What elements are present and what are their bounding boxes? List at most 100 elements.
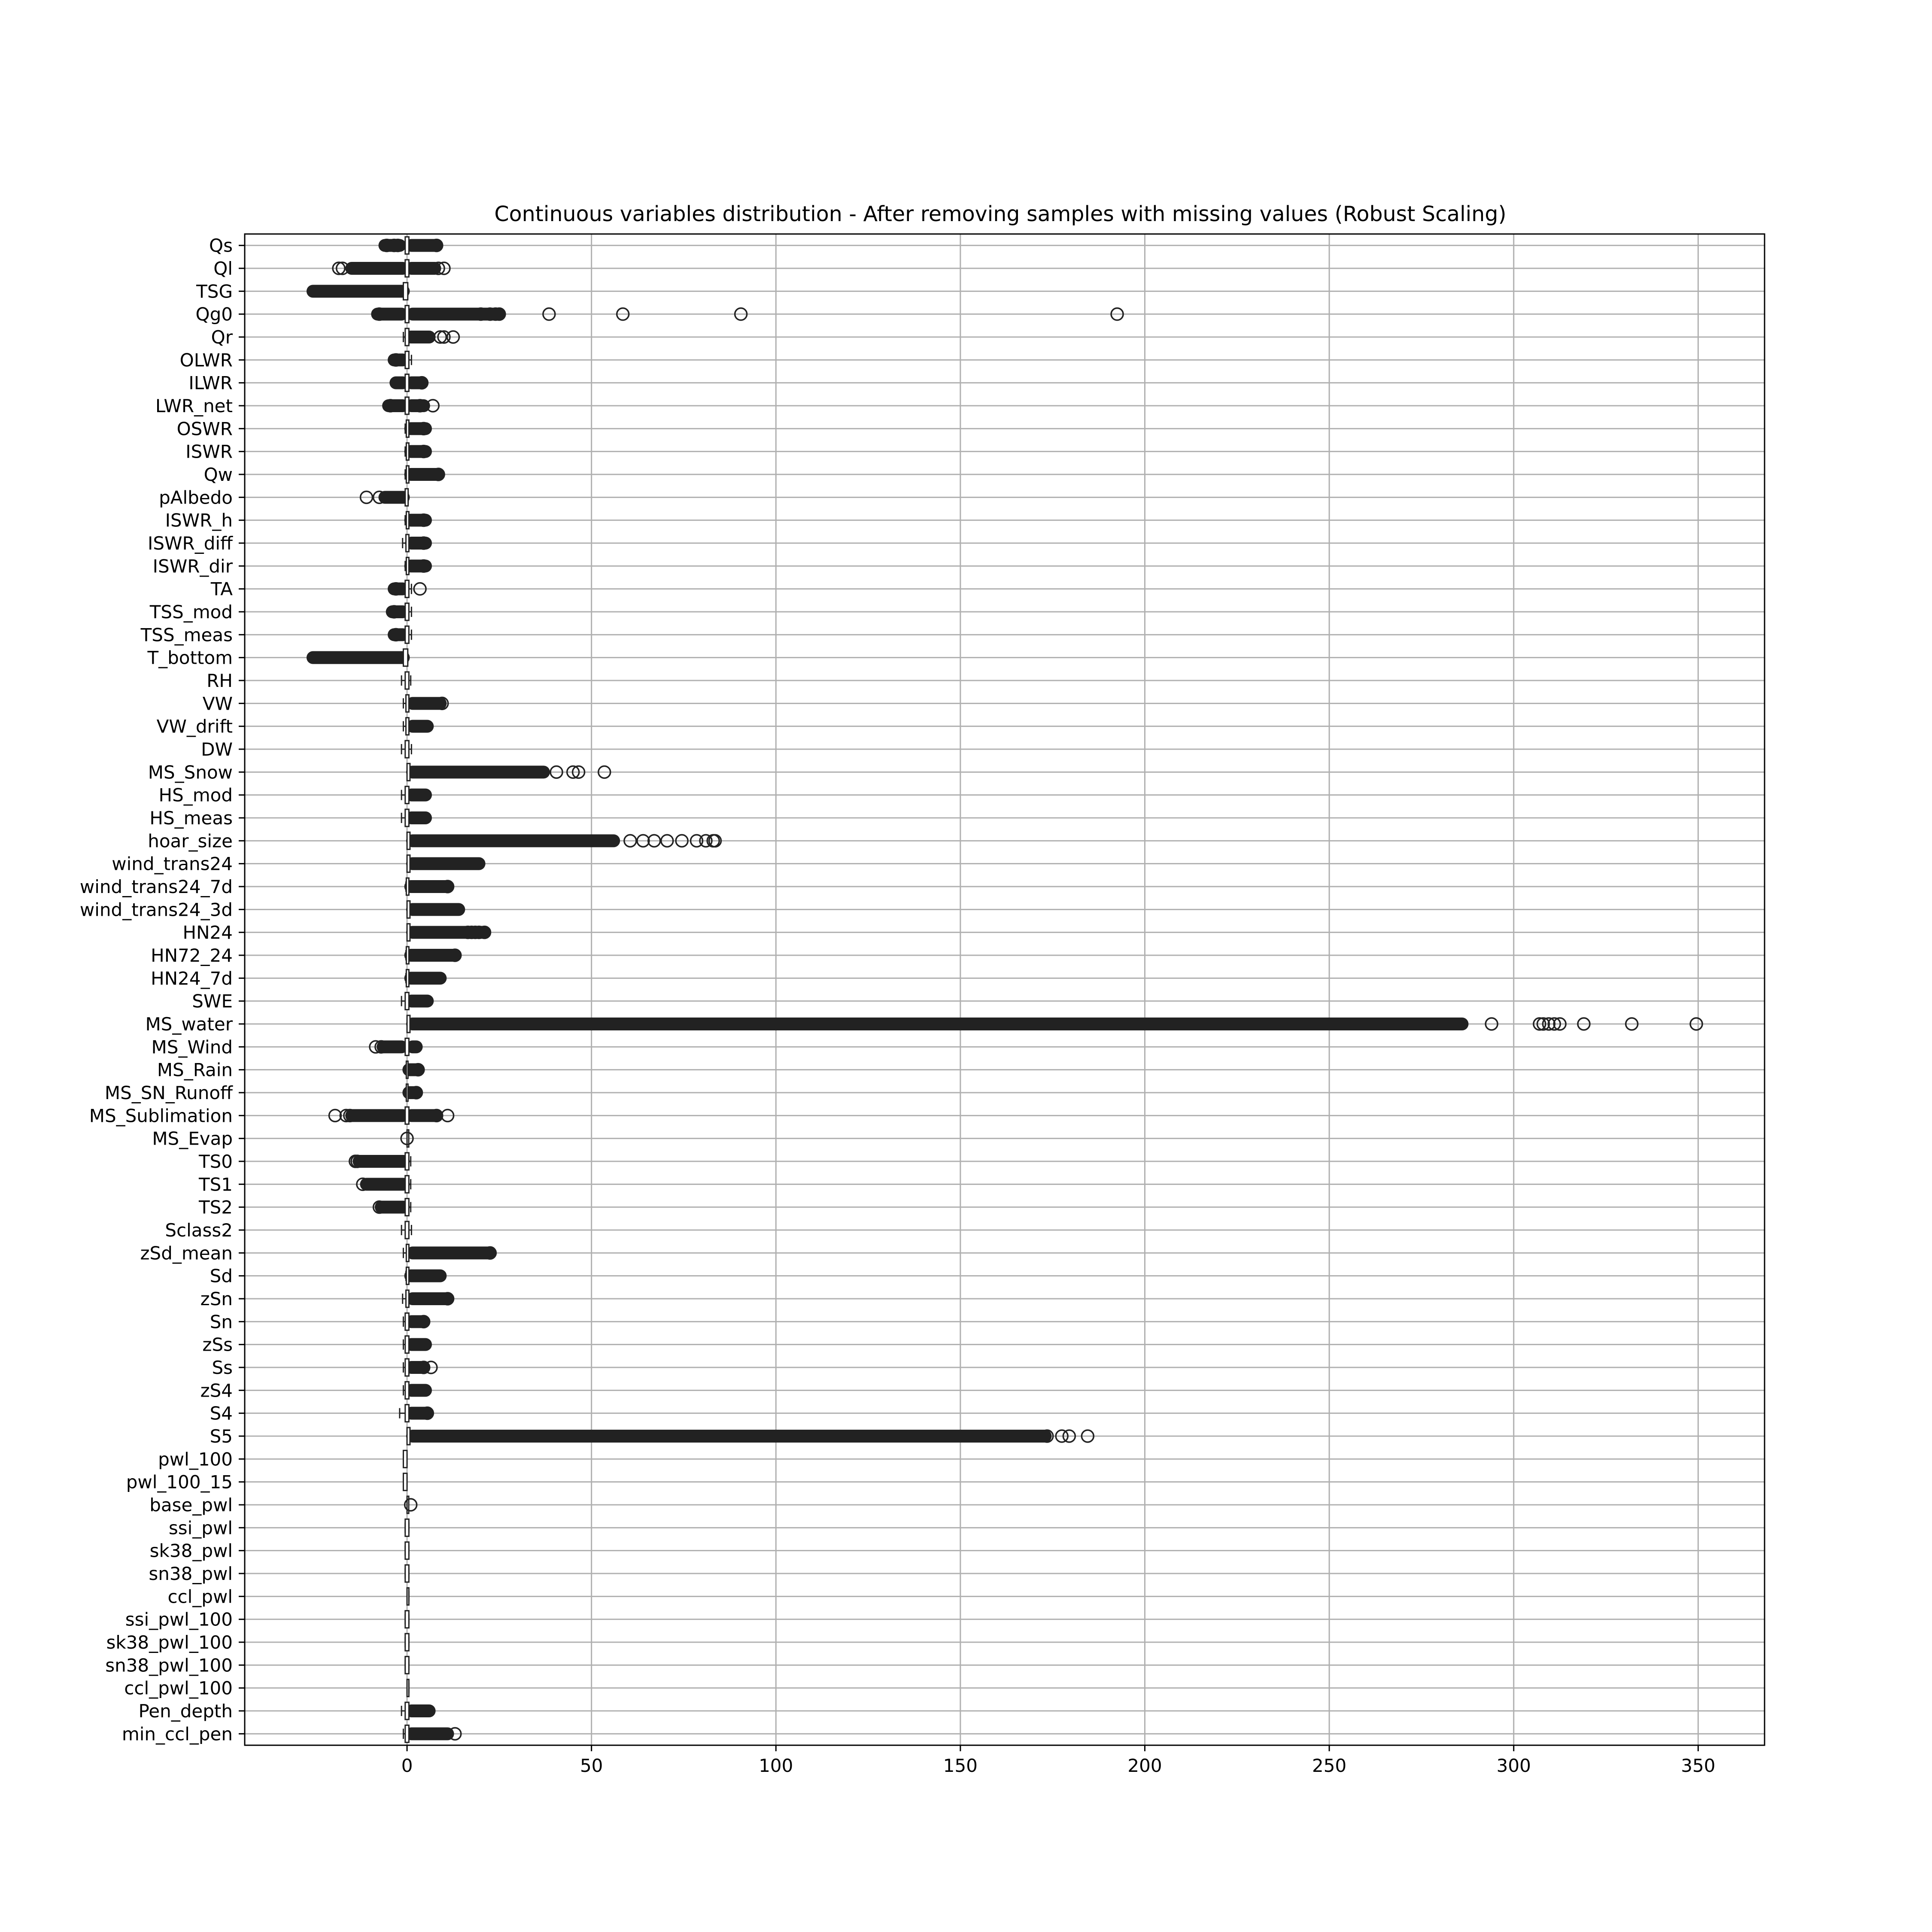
outlier-point xyxy=(430,238,444,252)
outlier-point xyxy=(1081,1429,1095,1443)
y-tick-label: MS_Wind xyxy=(152,1036,233,1057)
outlier-point xyxy=(391,238,405,252)
iqr-box xyxy=(404,625,410,644)
y-tick-label: base_pwl xyxy=(149,1495,233,1516)
y-tick-label: HN72_24 xyxy=(151,945,233,966)
outlier-point xyxy=(647,834,661,848)
y-tick-label: sk38_pwl xyxy=(150,1540,233,1561)
iqr-box xyxy=(406,762,411,781)
iqr-box xyxy=(404,992,410,1011)
iqr-box xyxy=(405,465,410,484)
iqr-box xyxy=(404,374,410,392)
outlier-point xyxy=(400,1131,414,1145)
outlier-point xyxy=(431,261,445,275)
y-tick-label: HS_mod xyxy=(158,785,233,806)
iqr-box xyxy=(404,1037,410,1056)
boxplot-TSG xyxy=(306,282,410,301)
iqr-box xyxy=(404,671,410,690)
outlier-point xyxy=(542,307,556,321)
y-tick-label: HS_meas xyxy=(149,808,233,829)
outlier-point xyxy=(1553,1017,1567,1031)
y-tick-label: Qw xyxy=(204,464,233,485)
iqr-box xyxy=(406,900,411,919)
boxplot-Sclass2 xyxy=(401,1221,412,1239)
y-tick-label: S4 xyxy=(210,1403,233,1424)
outlier-point xyxy=(675,834,689,848)
outlier-point xyxy=(1485,1017,1498,1031)
boxplot-HN72_24 xyxy=(404,946,462,965)
outlier-point xyxy=(437,330,451,344)
chart-title: Continuous variables distribution - Afte… xyxy=(494,202,1506,226)
iqr-box xyxy=(404,236,410,255)
boxplot-zSn xyxy=(402,1289,455,1308)
iqr-box xyxy=(406,1587,410,1606)
boxplot-sn38_pwl_100 xyxy=(404,1656,410,1674)
iqr-box xyxy=(404,1175,410,1194)
outlier-point xyxy=(571,765,586,779)
boxplot-wind_trans24_3d xyxy=(406,900,465,919)
boxplot-base_pwl xyxy=(404,1495,418,1514)
boxplot-HN24_7d xyxy=(404,969,447,987)
outlier-point xyxy=(416,444,431,459)
outlier-point xyxy=(708,834,722,848)
y-tick-label: pAlbedo xyxy=(159,487,233,508)
iqr-box xyxy=(405,1289,410,1308)
iqr-box xyxy=(404,602,410,621)
x-tick-label: 350 xyxy=(1681,1755,1715,1776)
outlier-point xyxy=(623,834,637,848)
outlier-point xyxy=(343,1109,357,1123)
y-tick-label: MS_Rain xyxy=(157,1060,233,1081)
outlier-point xyxy=(426,399,440,413)
boxplot-pAlbedo xyxy=(359,488,410,507)
y-tick-label: MS_water xyxy=(145,1014,233,1035)
y-tick-label: wind_trans24_3d xyxy=(80,899,233,920)
iqr-box xyxy=(404,580,410,598)
iqr-box xyxy=(402,282,409,301)
outlier-point xyxy=(356,1177,370,1191)
outlier-point xyxy=(1533,1017,1546,1031)
outlier-point xyxy=(446,330,460,344)
outlier-point xyxy=(1110,307,1124,321)
iqr-box xyxy=(404,1335,410,1354)
boxplot-ISWR_h xyxy=(404,511,432,530)
iqr-box xyxy=(404,396,410,415)
boxplot-pwl_100 xyxy=(402,1449,408,1468)
boxplot-HN24 xyxy=(406,923,492,942)
boxplot-ccl_pwl_100 xyxy=(406,1679,410,1698)
outlier-point xyxy=(413,399,427,413)
boxplot-VW_drift xyxy=(402,717,434,736)
x-tick-label: 0 xyxy=(401,1755,413,1776)
boxplot-sk38_pwl xyxy=(404,1541,410,1560)
outlier-point xyxy=(699,834,713,848)
outlier-point xyxy=(335,261,349,275)
iqr-box xyxy=(405,1060,409,1079)
boxplot-T_bottom xyxy=(306,648,410,667)
boxplot-ISWR_dir xyxy=(404,556,432,575)
y-tick-label: S5 xyxy=(210,1426,233,1447)
iqr-box xyxy=(406,1427,411,1446)
outlier-point xyxy=(420,1406,434,1420)
outlier-point xyxy=(1536,1017,1550,1031)
outlier-point xyxy=(415,376,429,390)
outlier-point xyxy=(424,1361,438,1374)
y-tick-label: TS2 xyxy=(198,1197,233,1218)
outlier-point xyxy=(734,307,748,321)
boxplot-min_ccl_pen xyxy=(402,1724,462,1743)
iqr-box xyxy=(404,1152,410,1171)
y-tick-label: OLWR xyxy=(180,349,233,371)
iqr-box xyxy=(405,1083,409,1102)
iqr-box xyxy=(405,969,410,987)
y-tick-label: ISWR_dir xyxy=(153,556,233,577)
y-tick-label: zSn xyxy=(200,1288,233,1309)
outlier-point xyxy=(380,238,394,252)
y-tick-label: TS0 xyxy=(198,1151,233,1172)
outlier-point xyxy=(372,490,386,504)
boxplot-MS_Rain xyxy=(402,1060,425,1079)
outlier-point xyxy=(616,307,630,321)
boxplot-OLWR xyxy=(387,350,412,369)
boxplot-ISWR_diff xyxy=(402,534,432,553)
iqr-box xyxy=(404,1106,410,1125)
outlier-point xyxy=(328,1109,342,1123)
y-tick-label: wind_trans24 xyxy=(112,854,233,875)
y-tick-label: MS_Sublimation xyxy=(89,1105,233,1126)
